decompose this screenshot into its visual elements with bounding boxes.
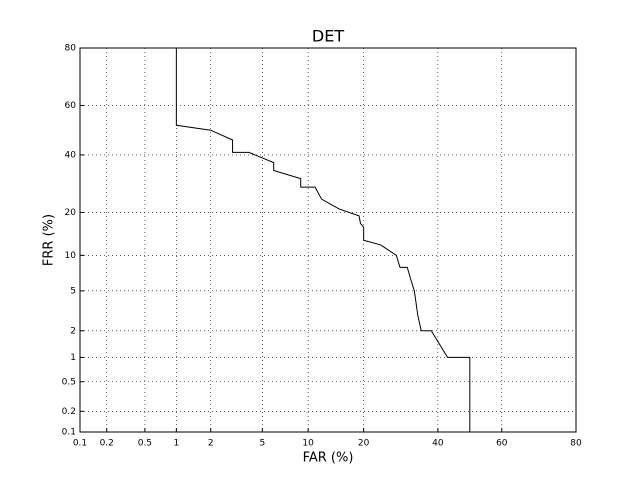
- y-tick-label: 2: [70, 326, 76, 336]
- y-tick-label: 10: [65, 251, 77, 261]
- x-tick-label: 0.1: [73, 439, 87, 449]
- plot-frame: [79, 47, 577, 433]
- y-axis-label: FRR (%): [42, 214, 57, 266]
- y-tick-label: 0.2: [62, 407, 76, 417]
- x-tick-label: 20: [358, 439, 370, 449]
- chart-title: DET: [312, 27, 344, 46]
- x-tick-label: 2: [208, 439, 214, 449]
- y-tick-label: 20: [65, 208, 77, 218]
- y-tick-label: 60: [65, 101, 77, 111]
- x-axis-label: FAR (%): [303, 451, 354, 466]
- x-tick-label: 40: [432, 439, 444, 449]
- x-tick-label: 10: [302, 439, 314, 449]
- x-tick-label: 0.2: [100, 439, 114, 449]
- y-tick-label: 0.5: [62, 377, 76, 387]
- y-tick-label: 0.1: [62, 428, 76, 438]
- x-tick-label: 5: [259, 439, 265, 449]
- y-tick-label: 80: [65, 44, 77, 54]
- x-tick-label: 60: [496, 439, 508, 449]
- y-tick-label: 40: [65, 150, 77, 160]
- y-tick-label: 5: [70, 286, 76, 296]
- det-curve: [175, 48, 471, 432]
- y-tick-label: 1: [70, 353, 76, 363]
- x-tick-label: 80: [570, 439, 582, 449]
- x-tick-label: 1: [173, 439, 179, 449]
- x-tick-label: 0.5: [138, 439, 152, 449]
